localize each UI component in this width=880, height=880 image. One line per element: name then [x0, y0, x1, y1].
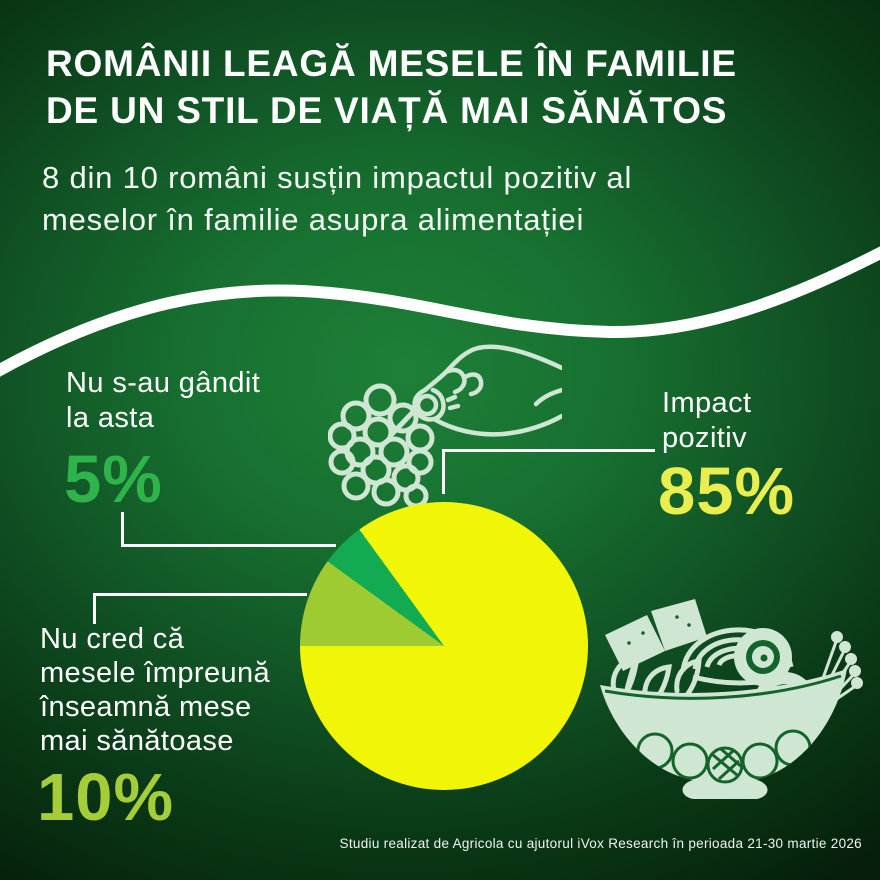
page-subtitle-line-2: meselor în familie asupra alimentației	[42, 202, 585, 237]
callout-not-thought-value: 5%	[64, 442, 163, 517]
callout-dont-believe: Nu cred că mesele împreună înseamnă mese…	[40, 622, 270, 758]
page-subtitle: 8 din 10 români susțin impactul pozitiv …	[42, 157, 632, 241]
callout-not-thought-line-2: la asta	[66, 402, 155, 434]
callout-positive-line-2: pozitiv	[662, 422, 747, 454]
callout-dont-believe-line-4: mai sănătoase	[40, 725, 234, 757]
hand-picking-grapes-illustration	[328, 344, 562, 509]
page-title-line-2: DE UN STIL DE VIAȚĂ MAI SĂNĂTOS	[46, 90, 728, 131]
page-subtitle-line-1: 8 din 10 români susțin impactul pozitiv …	[42, 160, 633, 195]
callout-dont-believe-line-2: mesele împreună	[40, 657, 271, 689]
callout-positive-line-1: Impact	[662, 387, 752, 419]
leader-line-dont-believe	[93, 593, 307, 624]
study-credit: Studiu realizat de Agricola cu ajutorul …	[339, 836, 862, 851]
page-title-line-1: ROMÂNII LEAGĂ MESELE ÎN FAMILIE	[46, 43, 737, 84]
page-title: ROMÂNII LEAGĂ MESELE ÎN FAMILIE DE UN ST…	[46, 40, 737, 134]
noodle-bowl-illustration	[600, 599, 863, 799]
leader-line-positive	[442, 449, 655, 494]
callout-not-thought-line-1: Nu s-au gândit	[66, 367, 261, 399]
callout-dont-believe-line-1: Nu cred că	[40, 623, 185, 655]
callout-positive: Impact pozitiv	[662, 386, 751, 456]
callout-dont-believe-value: 10%	[37, 760, 175, 835]
callout-not-thought: Nu s-au gândit la asta	[66, 366, 260, 436]
pie-chart	[300, 502, 588, 790]
callout-dont-believe-line-3: înseamnă mese	[40, 691, 252, 723]
leader-line-not-thought	[121, 512, 336, 547]
callout-positive-value: 85%	[658, 454, 796, 529]
